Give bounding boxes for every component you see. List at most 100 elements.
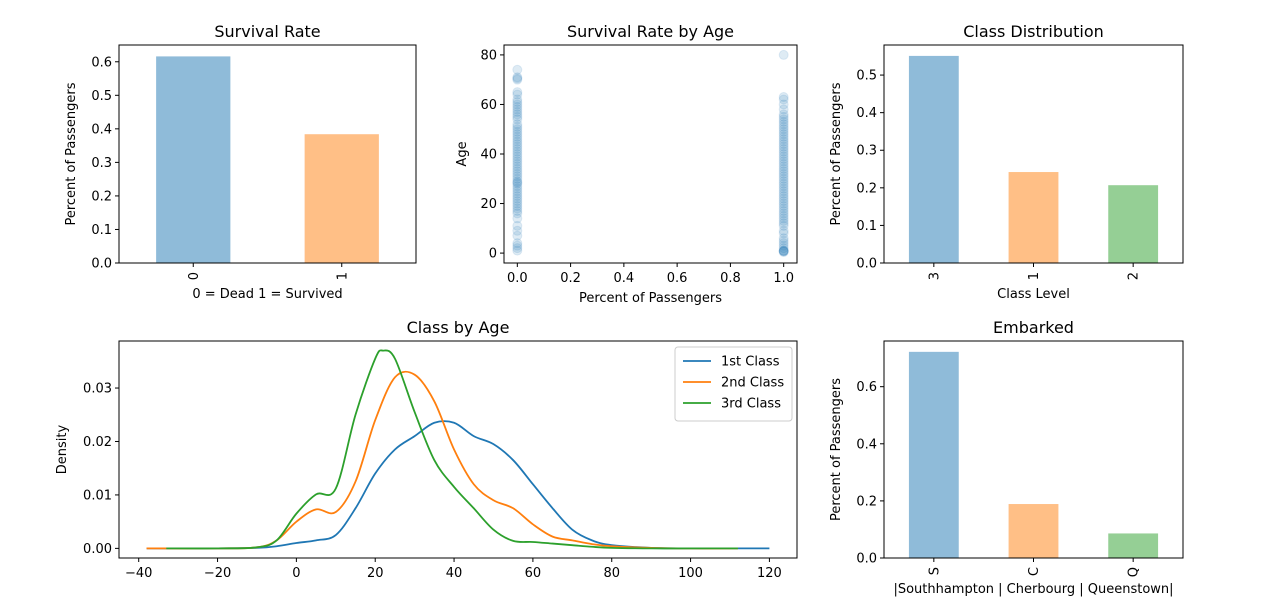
scatter-point — [512, 134, 523, 145]
scatter-point — [512, 168, 523, 179]
scatter-point — [778, 119, 789, 130]
y-tick-label: 0.2 — [91, 189, 112, 204]
scatter-point — [778, 92, 789, 103]
plot-frame — [118, 44, 417, 264]
scatter-point — [512, 109, 523, 120]
scatter-point — [778, 246, 789, 257]
x-tick-label: 60 — [525, 566, 542, 581]
scatter-point — [512, 153, 523, 164]
scatter-point — [512, 121, 523, 132]
scatter-point — [512, 161, 523, 172]
y-tick-label: 0.6 — [856, 380, 877, 395]
x-tick-label: 0.0 — [507, 271, 528, 286]
y-tick-label: 0.02 — [83, 435, 112, 450]
scatter-point — [778, 183, 789, 194]
x-tick-label: 80 — [603, 566, 620, 581]
scatter-point — [778, 228, 789, 239]
scatter-point — [778, 181, 789, 192]
scatter-point — [778, 104, 789, 115]
x-tick-label: 0.8 — [720, 271, 741, 286]
scatter-point — [512, 149, 523, 159]
scatter-point — [778, 151, 789, 162]
scatter-point — [512, 196, 523, 207]
y-tick-label: 0.1 — [91, 223, 112, 238]
x-tick-label: 3 — [927, 272, 942, 280]
y-tick-label: 0.5 — [856, 69, 877, 84]
plot-frame — [883, 340, 1184, 559]
scatter-point — [512, 111, 523, 122]
y-tick-label: 0.0 — [856, 257, 877, 272]
bar — [908, 55, 959, 264]
x-tick-label: −20 — [204, 566, 231, 581]
scatter-point — [778, 233, 789, 244]
y-tick-label: 20 — [480, 197, 497, 212]
scatter-point — [512, 73, 523, 84]
scatter-point — [512, 126, 523, 137]
y-tick-label: 0.0 — [856, 552, 877, 567]
y-tick-label: 0.6 — [91, 55, 112, 70]
scatter-point — [778, 193, 789, 204]
scatter-point — [512, 89, 523, 100]
legend-entry: 1st Class — [721, 355, 780, 370]
x-tick-label: C — [1027, 567, 1042, 576]
scatter-point — [778, 49, 789, 60]
scatter-point — [512, 158, 523, 169]
scatter-point — [778, 247, 789, 258]
scatter-point — [512, 166, 523, 177]
scatter-point — [778, 186, 789, 197]
y-tick-label: 0.01 — [83, 488, 112, 503]
scatter-point — [512, 144, 523, 155]
scatter-point — [778, 198, 789, 209]
plot-frame — [883, 44, 1184, 264]
scatter-point — [778, 173, 789, 184]
survival-chart: 0 1 0.0 0.1 0.2 0.3 0.4 0.5 0.6 Survival Rate Perc… — [64, 22, 417, 302]
scatter-point — [512, 136, 523, 147]
bar — [908, 351, 959, 558]
scatter-point — [512, 213, 523, 224]
scatter-point — [512, 156, 523, 167]
scatter-point — [778, 246, 789, 257]
scatter-point — [512, 119, 523, 130]
survival_age-chart: 0.0 0.2 0.4 0.6 0.8 1.0 0 20 40 60 80 Survival Rate… — [455, 22, 798, 306]
scatter-point — [512, 183, 523, 194]
scatter-point — [778, 109, 789, 120]
scatter-point — [512, 205, 523, 216]
y-tick-label: 0.5 — [91, 89, 112, 104]
scatter-point — [512, 186, 523, 197]
scatter-point — [512, 129, 523, 140]
scatter-point — [512, 188, 523, 199]
x-tick-label: 1.0 — [773, 271, 794, 286]
bar — [1108, 533, 1159, 558]
x-axis-label: Class Level — [997, 287, 1070, 302]
scatter-point — [778, 94, 789, 105]
scatter-point — [512, 208, 523, 219]
scatter-point — [778, 146, 789, 157]
y-tick-label: 80 — [480, 48, 497, 63]
scatter-point — [778, 220, 789, 231]
scatter-point — [778, 163, 789, 174]
scatter-point — [512, 114, 523, 125]
scatter-point — [512, 74, 523, 85]
x-tick-label: 0.4 — [614, 271, 635, 286]
y-axis-label: Percent of Passengers — [829, 82, 844, 225]
legend: 1st Class 2nd Class 3rd Class — [674, 346, 793, 422]
scatter-point — [778, 158, 789, 169]
scatter-point — [778, 213, 789, 224]
scatter-point — [512, 240, 523, 251]
scatter-point — [778, 235, 789, 246]
scatter-point — [778, 171, 789, 182]
scatter-point — [778, 245, 789, 256]
scatter-point — [778, 196, 789, 207]
x-tick-label: 1 — [335, 272, 350, 280]
y-tick-label: 40 — [480, 148, 497, 163]
density-line — [146, 370, 738, 550]
scatter-point — [778, 203, 789, 214]
scatter-point — [512, 201, 523, 212]
scatter-point — [512, 191, 523, 202]
scatter-point — [778, 243, 789, 254]
scatter-point — [778, 149, 789, 159]
scatter-point — [778, 136, 789, 147]
y-tick-label: 0.03 — [83, 382, 112, 397]
class_dist-chart: 3 1 2 0.0 0.1 0.2 0.3 0.4 0.5 Class Distribution P… — [829, 22, 1184, 302]
scatter-point — [512, 141, 523, 152]
